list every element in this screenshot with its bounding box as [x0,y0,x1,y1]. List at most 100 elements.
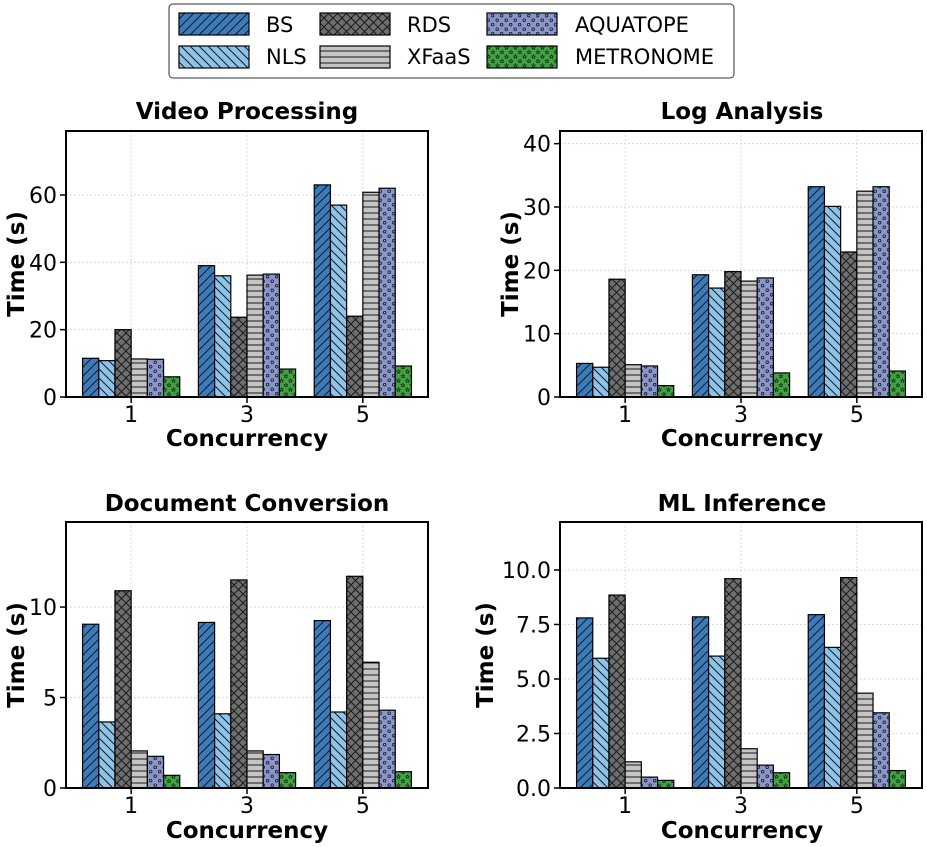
bar-bs-c3 [197,621,216,789]
bars [81,184,413,398]
bar-aquatope-c5 [378,709,396,789]
x-tick-label: 3 [734,403,748,428]
bar-xfaas-c1 [130,358,148,398]
bar-aquatope-c1 [640,776,659,789]
legend-label-metronome: METRONOME [575,45,714,69]
bar-aquatope-c1 [146,358,165,398]
bar-xfaas-c3 [246,274,264,398]
legend-entry-nls: NLS [178,45,307,69]
x-ticks: 1 3 5 [124,788,370,819]
bar-xfaas-c3 [740,280,758,398]
bar-aquatope-c1 [640,365,659,398]
bar-rds-c3 [230,316,248,398]
bar-xfaas-c1 [130,750,148,789]
bar-nls-c1 [98,721,116,789]
legend: BS NLS RDS XFaaS AQUATOPE METRONOME [168,3,735,79]
bar-rds-c3 [724,578,742,789]
legend-label-aquatope: AQUATOPE [575,13,689,37]
bar-rds-c5 [346,315,364,398]
bar-aquatope-c5 [872,712,890,789]
legend-label-bs: BS [266,13,293,37]
legend-entry-aquatope: AQUATOPE [486,12,689,37]
bar-metronome-c1 [162,774,181,789]
chart-ml-inference: ML Inference 0.0 2.5 5.0 7.5 10.0 1 3 5 Concur… [473,491,923,844]
y-tick-label: 0 [43,777,57,802]
x-tick-label: 5 [356,794,370,819]
bar-bs-c1 [81,623,100,789]
chart-log-analysis: Log Analysis 0 10 20 30 40 1 3 5 Concurrency T… [498,99,923,452]
x-axis-label: Concurrency [661,426,823,452]
bar-aquatope-c3 [756,764,775,789]
chart-title: ML Inference [658,491,827,517]
bar-nls-c3 [214,275,232,398]
y-tick-label: 20 [29,319,57,344]
legend-swatch-metronome [486,45,558,69]
bar-nls-c5 [329,204,348,398]
bar-bs-c1 [575,362,594,398]
y-tick-label: 5 [43,687,57,712]
x-ticks: 1 3 5 [124,397,370,428]
bar-nls-c1 [98,360,116,398]
x-tick-label: 5 [850,403,864,428]
bar-nls-c3 [707,655,726,789]
legend-swatch-aquatope [486,12,558,36]
bar-nls-c3 [707,287,726,398]
x-axis-label: Concurrency [661,818,823,844]
chart-title: Video Processing [136,99,359,125]
bar-nls-c5 [329,711,348,789]
x-tick-label: 1 [124,403,138,428]
bar-aquatope-c5 [378,187,396,398]
bar-bs-c1 [575,617,594,789]
chart-title: Document Conversion [105,491,390,517]
legend-entry-metronome: METRONOME [486,45,714,69]
bar-metronome-c1 [162,376,181,398]
bar-metronome-c3 [278,368,297,398]
bar-bs-c5 [313,184,332,398]
bar-xfaas-c5 [856,190,874,398]
bar-rds-c1 [608,278,626,398]
legend-label-rds: RDS [407,13,451,37]
bar-nls-c3 [214,713,232,789]
bar-xfaas-c3 [740,748,758,789]
legend-swatch-nls [178,45,250,69]
bar-xfaas-c5 [362,661,380,789]
bar-bs-c5 [313,620,332,789]
y-axis-label: Time (s) [473,602,499,708]
y-axis-label: Time (s) [4,211,30,317]
bars [81,575,413,789]
y-tick-label: 10.0 [502,559,551,584]
bar-bs-c5 [807,186,826,398]
legend-entry-xfaas: XFaaS [319,45,471,69]
x-tick-label: 3 [240,403,254,428]
chart-document-conversion: Document Conversion 0 5 10 1 3 5 Concurrency… [4,491,429,844]
x-axis-label: Concurrency [166,818,328,844]
bar-rds-c5 [840,251,858,398]
y-ticks: 0 20 40 60 [29,184,66,411]
bar-rds-c1 [114,590,132,789]
y-tick-label: 0 [43,386,57,411]
y-tick-label: 7.5 [516,613,551,638]
bar-bs-c3 [691,616,710,789]
chart-video-processing: Video Processing 0 20 40 60 1 3 5 Concurrency… [4,99,429,452]
bar-rds-c1 [114,329,132,398]
y-tick-label: 5.0 [516,668,551,693]
y-tick-label: 60 [29,184,57,209]
x-tick-label: 1 [618,403,632,428]
bars [575,186,907,398]
legend-swatch-rds [319,12,391,36]
bar-metronome-c1 [656,385,675,398]
x-tick-label: 1 [618,794,632,819]
bar-nls-c1 [592,366,610,398]
bar-metronome-c5 [888,769,907,789]
legend-label-nls: NLS [266,45,307,69]
bar-aquatope-c3 [262,273,281,398]
bar-metronome-c5 [394,365,413,398]
bar-xfaas-c1 [624,364,642,398]
y-tick-label: 40 [29,251,57,276]
bar-aquatope-c3 [756,277,775,398]
bars [575,576,907,789]
y-axis-label: Time (s) [498,211,524,317]
bar-bs-c3 [691,274,710,398]
bar-metronome-c3 [772,772,791,789]
bar-nls-c5 [823,646,842,789]
